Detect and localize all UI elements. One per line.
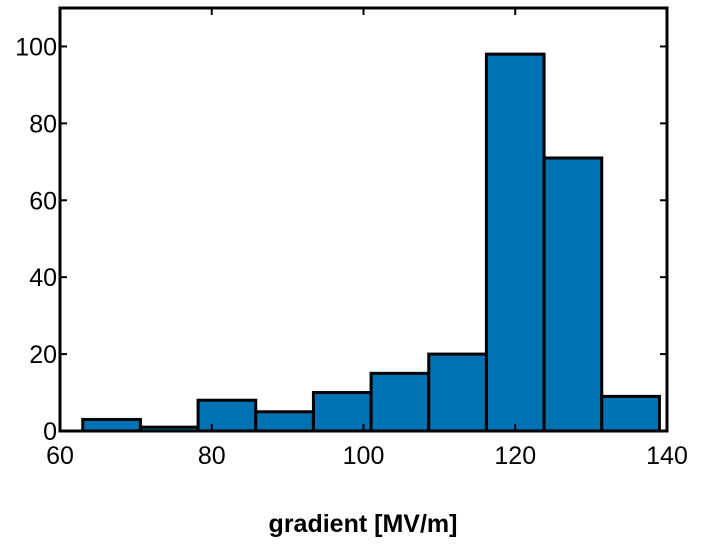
histogram-bar [542, 156, 604, 433]
x-tick-label: 80 [198, 442, 226, 470]
histogram-bar [427, 352, 488, 433]
x-tick-label: 140 [646, 442, 688, 470]
x-tick-labels: 60 80 100 120 140 [46, 442, 688, 470]
y-tick-labels: 0 20 40 60 80 100 [15, 33, 57, 446]
y-tick-label: 20 [29, 341, 57, 369]
y-tick-label: 40 [29, 264, 57, 292]
y-tick-label: 100 [15, 33, 57, 61]
histogram-bar [369, 371, 431, 433]
bars-group [81, 52, 661, 433]
histogram-bar [81, 417, 142, 433]
y-tick-label: 80 [29, 110, 57, 138]
histogram-bar [311, 391, 373, 433]
plot-frame [58, 6, 669, 433]
x-tick-label: 100 [343, 442, 385, 470]
histogram-bar [196, 398, 258, 433]
x-tick-label: 120 [494, 442, 536, 470]
histogram-bar [484, 52, 546, 433]
x-axis-title: gradient [MV/m] [269, 510, 458, 538]
y-tick-label: 0 [43, 418, 57, 446]
histogram-bar [600, 394, 661, 433]
histogram-bar [254, 410, 315, 433]
x-tick-label: 60 [46, 442, 74, 470]
y-tick-label: 60 [29, 187, 57, 215]
